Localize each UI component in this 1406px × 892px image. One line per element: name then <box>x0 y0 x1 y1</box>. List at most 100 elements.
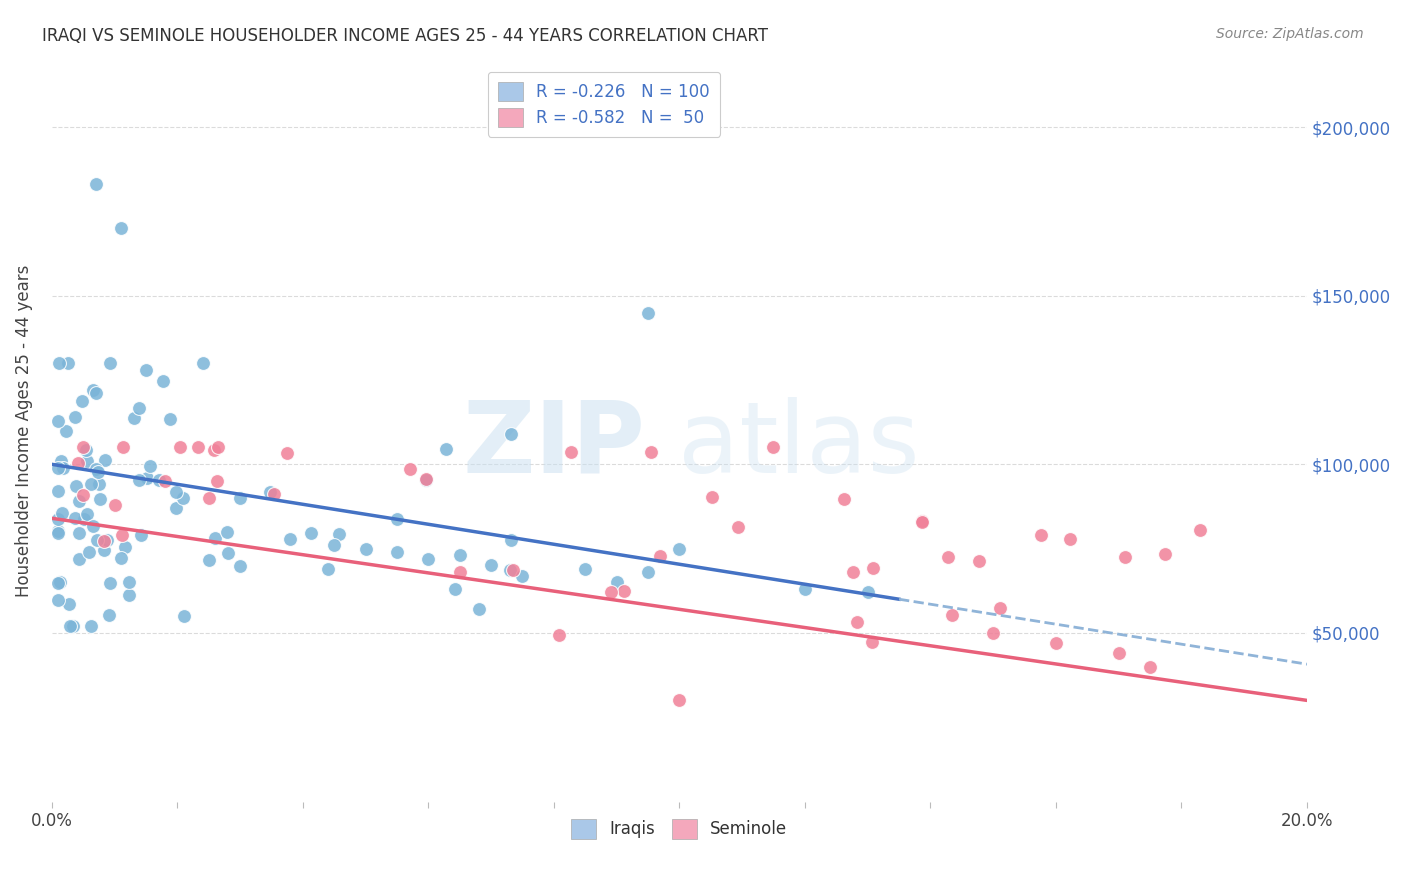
Point <box>70 394 93 409</box>
Point <box>191 356 214 370</box>
Point <box>449 566 471 580</box>
Point <box>187 441 209 455</box>
Point <box>228 491 250 505</box>
Point <box>499 563 522 577</box>
Point <box>328 527 350 541</box>
Point <box>46 414 69 428</box>
Point <box>97 607 120 622</box>
Point <box>84 178 107 192</box>
Point <box>93 543 115 558</box>
Point <box>118 588 141 602</box>
Point <box>98 356 121 370</box>
Point <box>1139 659 1161 673</box>
Point <box>502 563 524 577</box>
Point <box>299 526 322 541</box>
Point <box>148 473 170 487</box>
Point <box>103 498 125 512</box>
Legend: Iraqis, Seminole: Iraqis, Seminole <box>565 813 794 846</box>
Point <box>637 305 659 319</box>
Point <box>98 575 121 590</box>
Point <box>51 506 73 520</box>
Point <box>122 411 145 425</box>
Point <box>1059 532 1081 546</box>
Point <box>58 597 80 611</box>
Point <box>1153 547 1175 561</box>
Point <box>111 441 134 455</box>
Point <box>197 491 219 505</box>
Point <box>449 549 471 563</box>
Point <box>87 465 110 479</box>
Point <box>415 474 437 488</box>
Point <box>1045 636 1067 650</box>
Point <box>205 474 228 488</box>
Point <box>67 494 90 508</box>
Point <box>75 443 97 458</box>
Point <box>46 511 69 525</box>
Point <box>67 552 90 566</box>
Point <box>202 443 225 458</box>
Point <box>444 582 467 596</box>
Point <box>197 553 219 567</box>
Point <box>72 488 94 502</box>
Point <box>204 532 226 546</box>
Point <box>668 541 690 556</box>
Point <box>110 221 132 235</box>
Point <box>131 528 153 542</box>
Point <box>967 553 990 567</box>
Point <box>762 441 785 455</box>
Point <box>548 628 571 642</box>
Point <box>46 526 69 541</box>
Point <box>138 459 160 474</box>
Point <box>613 583 636 598</box>
Text: Source: ZipAtlas.com: Source: ZipAtlas.com <box>1216 27 1364 41</box>
Point <box>988 601 1011 615</box>
Point <box>385 545 408 559</box>
Point <box>96 533 118 547</box>
Point <box>793 582 815 596</box>
Point <box>479 558 502 573</box>
Point <box>84 385 107 400</box>
Point <box>46 461 69 475</box>
Point <box>52 460 75 475</box>
Point <box>385 512 408 526</box>
Point <box>114 540 136 554</box>
Point <box>56 356 79 370</box>
Point <box>82 383 104 397</box>
Text: atlas: atlas <box>678 397 920 494</box>
Point <box>276 446 298 460</box>
Point <box>73 512 96 526</box>
Point <box>354 541 377 556</box>
Point <box>76 453 98 467</box>
Point <box>55 424 77 438</box>
Point <box>1189 523 1212 537</box>
Point <box>136 471 159 485</box>
Point <box>48 356 70 370</box>
Point <box>842 565 865 579</box>
Text: ZIP: ZIP <box>463 397 645 494</box>
Point <box>110 551 132 566</box>
Point <box>418 551 440 566</box>
Point <box>936 549 959 564</box>
Point <box>668 693 690 707</box>
Point <box>66 456 89 470</box>
Point <box>46 593 69 607</box>
Point <box>86 533 108 547</box>
Point <box>910 515 932 529</box>
Point <box>434 442 457 457</box>
Y-axis label: Householder Income Ages 25 - 44 years: Householder Income Ages 25 - 44 years <box>15 264 32 597</box>
Point <box>152 374 174 388</box>
Point <box>65 511 87 525</box>
Point <box>87 476 110 491</box>
Point <box>1108 646 1130 660</box>
Point <box>46 575 69 590</box>
Point <box>606 575 628 590</box>
Point <box>856 585 879 599</box>
Point <box>941 608 963 623</box>
Point <box>727 520 749 534</box>
Point <box>323 538 346 552</box>
Point <box>46 524 69 538</box>
Point <box>173 609 195 624</box>
Point <box>172 491 194 506</box>
Point <box>153 474 176 488</box>
Point <box>63 409 86 424</box>
